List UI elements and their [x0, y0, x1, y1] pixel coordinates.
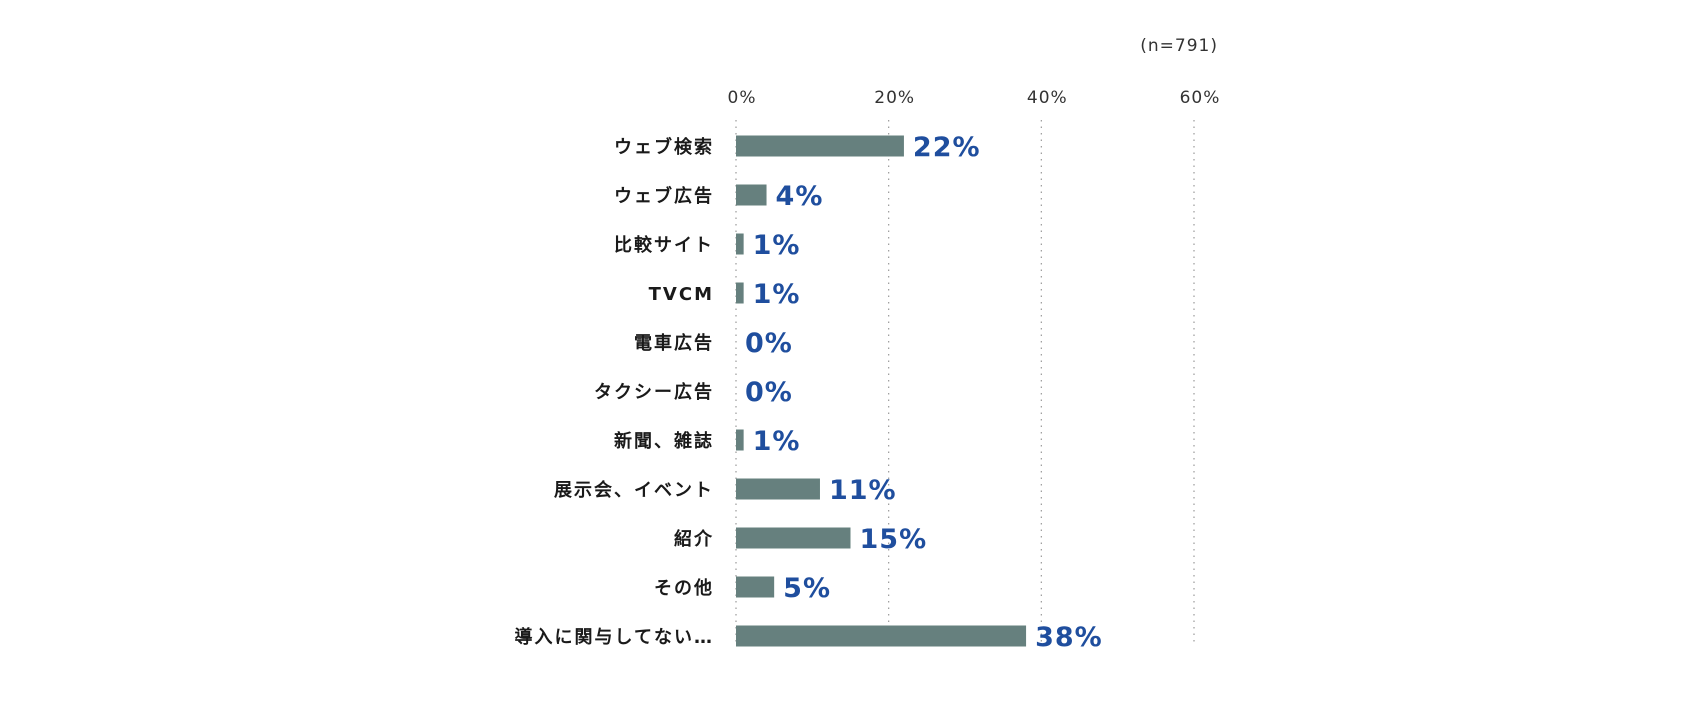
- category-label: 電車広告: [634, 332, 714, 354]
- category-label: その他: [654, 577, 714, 599]
- x-tick-label: 60%: [1180, 88, 1221, 108]
- category-label: 展示会、イベント: [554, 479, 714, 501]
- bar: [736, 625, 1027, 647]
- value-label: 0%: [745, 377, 793, 408]
- category-label: タクシー広告: [594, 381, 714, 403]
- bar: [736, 233, 744, 255]
- value-label: 5%: [783, 573, 831, 604]
- bar: [736, 429, 744, 451]
- category-label: TVCM: [649, 284, 714, 305]
- bar: [736, 576, 775, 598]
- value-labels: 22% 4% 1% 1% 0% 0% 1% 11% 15% 5% 38%: [745, 132, 1103, 653]
- value-label: 38%: [1035, 622, 1103, 653]
- category-label: 比較サイト: [614, 234, 714, 256]
- category-label: 紹介: [674, 528, 714, 550]
- x-axis-ticks: 0% 20% 40% 60%: [728, 88, 1221, 108]
- x-tick-label: 0%: [728, 88, 757, 108]
- category-label: 導入に関与してない…: [515, 626, 714, 648]
- value-label: 1%: [753, 426, 801, 457]
- value-label: 15%: [860, 524, 928, 555]
- bar: [736, 184, 767, 206]
- category-label: ウェブ検索: [614, 136, 714, 158]
- category-label: 新聞、雑誌: [614, 430, 714, 452]
- bar: [736, 282, 744, 304]
- value-label: 0%: [745, 328, 793, 359]
- bar: [736, 135, 904, 157]
- value-label: 1%: [753, 279, 801, 310]
- category-label: ウェブ広告: [614, 185, 714, 207]
- bar: [736, 478, 820, 500]
- value-label: 4%: [776, 181, 824, 212]
- bars: [736, 135, 1027, 647]
- value-label: 1%: [753, 230, 801, 261]
- bar: [736, 527, 851, 549]
- x-tick-label: 20%: [874, 88, 915, 108]
- sample-size-note: (n=791): [1140, 36, 1218, 56]
- value-label: 22%: [913, 132, 981, 163]
- x-tick-label: 40%: [1027, 88, 1068, 108]
- value-label: 11%: [829, 475, 897, 506]
